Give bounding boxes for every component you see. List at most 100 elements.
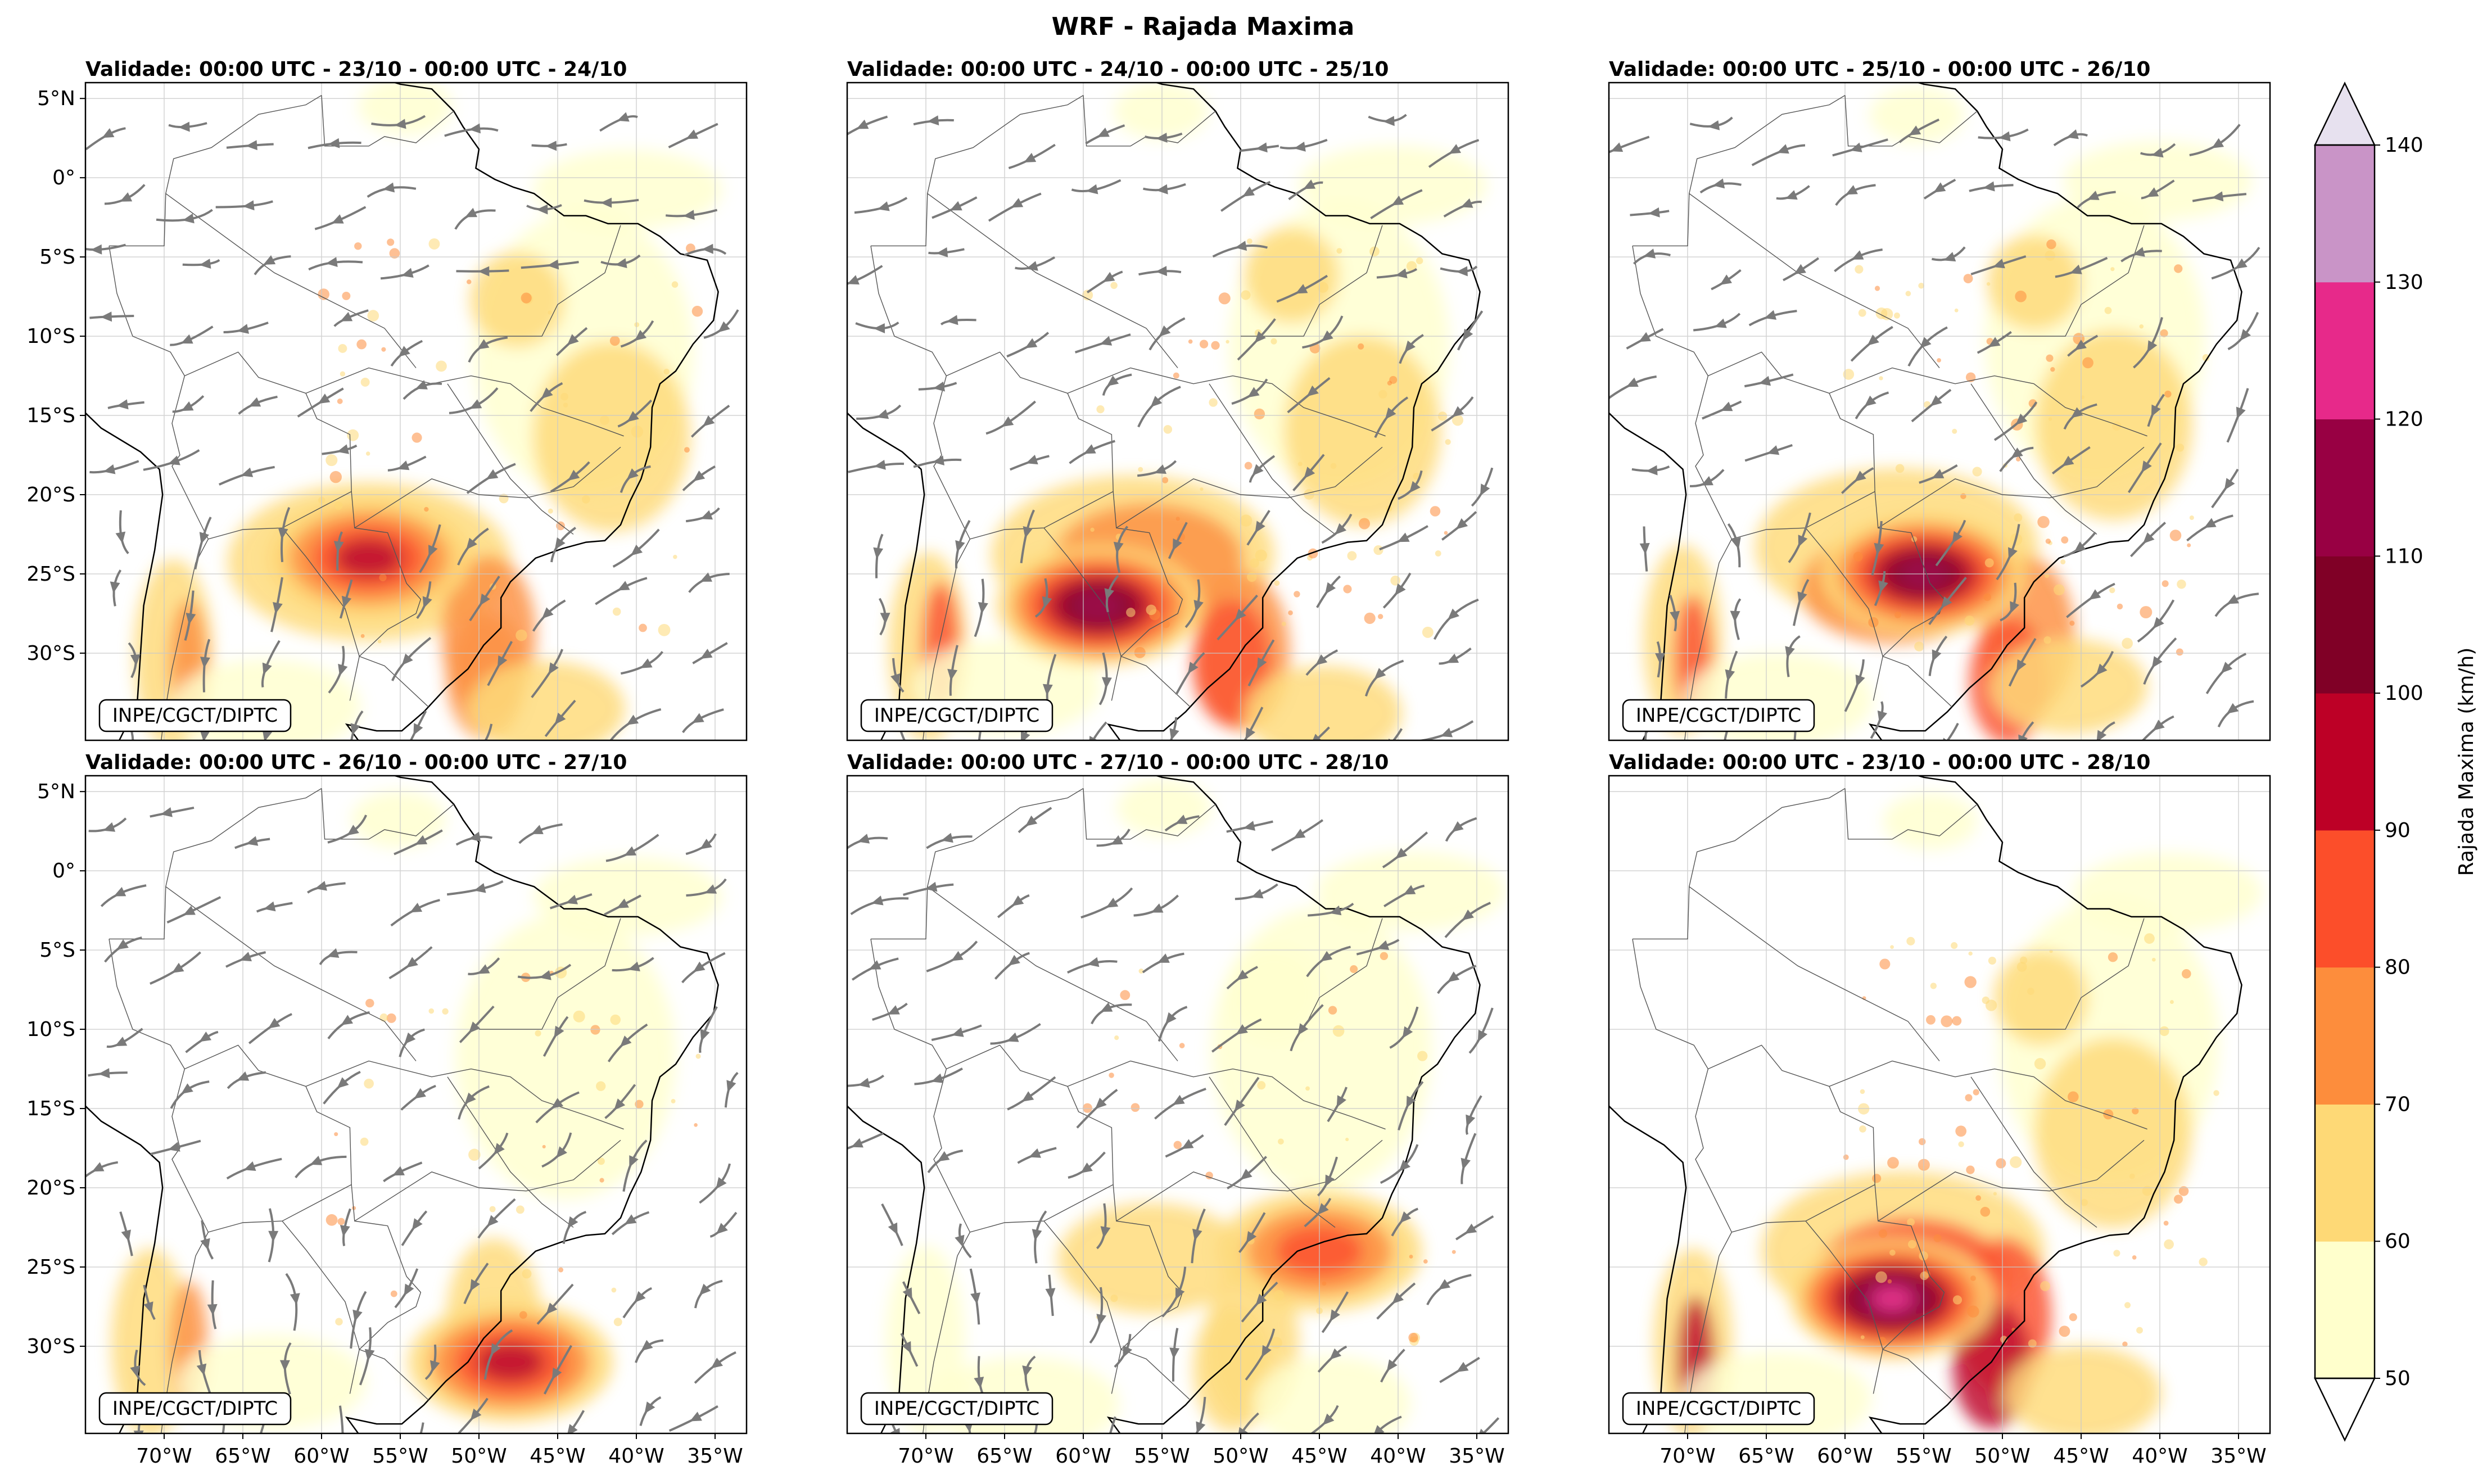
gust-cell: [1868, 617, 1879, 628]
border-line: [108, 939, 429, 1401]
streamline-arrow: [1236, 1024, 1248, 1035]
lat-tick-label: 25°S: [26, 563, 75, 586]
streamline-arrow: [494, 1143, 505, 1155]
credit-box: [1622, 699, 1815, 732]
gust-cell: [1350, 965, 1358, 974]
gust-cell: [428, 238, 440, 250]
gust-cell: [1305, 1086, 1310, 1091]
gust-cell: [1274, 580, 1280, 586]
streamline-arrow: [1731, 537, 1741, 550]
gust-cell: [1294, 591, 1300, 598]
streamline-arrow: [974, 1377, 984, 1389]
streamline-arrow: [2236, 406, 2246, 419]
streamline-arrow: [338, 1433, 348, 1445]
gust-area: [1298, 145, 1487, 225]
streamline-arrow: [237, 1071, 250, 1081]
streamline-arrow: [700, 510, 713, 520]
gust-cell: [611, 1287, 617, 1293]
gust-cell: [1887, 1157, 1899, 1169]
gust-cell: [1409, 1255, 1413, 1259]
streamline-arrow: [873, 323, 885, 333]
gust-cell: [360, 1137, 369, 1146]
streamline-arrow: [1042, 684, 1053, 696]
gust-cell: [1889, 1250, 1896, 1256]
streamline-arrow: [1409, 481, 1421, 493]
streamline-arrow: [1320, 951, 1333, 962]
panel-validity-title: Validade: 00:00 UTC - 24/10 - 00:00 UTC …: [847, 58, 1389, 81]
gust-cell: [1879, 958, 1891, 970]
streamline-arrow: [1156, 184, 1168, 194]
streamline-arrow: [1452, 406, 1464, 418]
coastline: [1609, 776, 2242, 1433]
streamline-arrow: [100, 311, 112, 322]
gust-cell: [1874, 286, 1880, 291]
gust-cell: [639, 623, 647, 632]
gust-area: [358, 83, 453, 135]
gust-cell: [347, 429, 359, 441]
lat-tick-label: 5°S: [39, 939, 75, 962]
streamline-arrow: [1460, 1157, 1471, 1170]
streamline-arrow: [1151, 903, 1164, 913]
colorbar-tick-label: 50: [2385, 1367, 2411, 1390]
streamline-arrow: [1720, 401, 1733, 411]
streamline-arrow: [1446, 653, 1459, 663]
colorbar-segment: [2315, 556, 2375, 694]
gust-cell: [1853, 551, 1863, 562]
streamline-arrow: [2146, 187, 2159, 197]
streamline-arrow: [464, 1092, 476, 1105]
gust-cell: [318, 288, 329, 300]
gust-cell: [1894, 312, 1900, 319]
gust-cell: [1246, 238, 1252, 245]
streamline-arrow: [1023, 526, 1033, 539]
streamline-arrow: [880, 613, 890, 625]
lon-tick-label: 45°W: [530, 1445, 585, 1468]
gust-cell: [1444, 531, 1448, 535]
border-line: [1083, 95, 1216, 147]
gust-cell: [360, 634, 365, 638]
streamline-arrow: [634, 1291, 646, 1303]
streamline-arrow: [200, 1238, 210, 1251]
streamline-arrow: [937, 1151, 950, 1162]
credit-text: INPE/CGCT/DIPTC: [1636, 1397, 1801, 1420]
streamline-arrow: [869, 960, 881, 970]
gust-cell: [695, 1053, 701, 1059]
streamline-arrow: [630, 544, 643, 556]
streamline-arrow: [120, 192, 133, 202]
map-area: [847, 83, 1508, 740]
streamline-arrow: [1113, 541, 1124, 554]
gust-cell: [635, 1100, 644, 1109]
gust-cell: [342, 291, 351, 300]
streamline-arrow: [394, 119, 406, 129]
gust-cell: [1358, 518, 1371, 530]
streamline-arrow: [401, 268, 414, 278]
gust-cell: [468, 1148, 481, 1161]
streamline-arrow: [614, 1098, 626, 1111]
streamline-arrow: [1235, 241, 1247, 251]
streamline-arrow: [567, 334, 579, 346]
streamline-arrow: [2151, 404, 2161, 417]
gust-area: [1883, 793, 1978, 850]
gust-cell: [2213, 1090, 2219, 1096]
gust-cell: [2081, 395, 2084, 399]
streamline-arrow: [478, 266, 490, 277]
border-line: [927, 193, 1178, 368]
streamline-arrow: [183, 906, 196, 915]
gust-cell: [1406, 261, 1417, 272]
gust-area: [1987, 234, 2082, 331]
gust-cell: [2163, 1220, 2169, 1226]
credit-label: INPE/CGCT/DIPTC: [860, 1392, 1053, 1426]
lat-tick-label: 25°S: [26, 1256, 75, 1279]
streamline-arrow: [567, 1424, 578, 1433]
border-line: [1829, 1060, 2147, 1130]
streamline-arrow: [1245, 727, 1255, 740]
gust-cell: [2045, 250, 2055, 261]
gust-cell: [1860, 1089, 1865, 1094]
streamline-arrow: [1399, 1211, 1412, 1223]
gust-cell: [560, 392, 568, 401]
streamline-arrow: [1295, 284, 1308, 294]
colorbar-segment: [2315, 1241, 2375, 1379]
gust-cell: [671, 1099, 676, 1103]
streamline-arrow: [182, 213, 195, 224]
gust-field: [1654, 793, 2262, 1433]
streamline-arrow: [927, 115, 939, 126]
